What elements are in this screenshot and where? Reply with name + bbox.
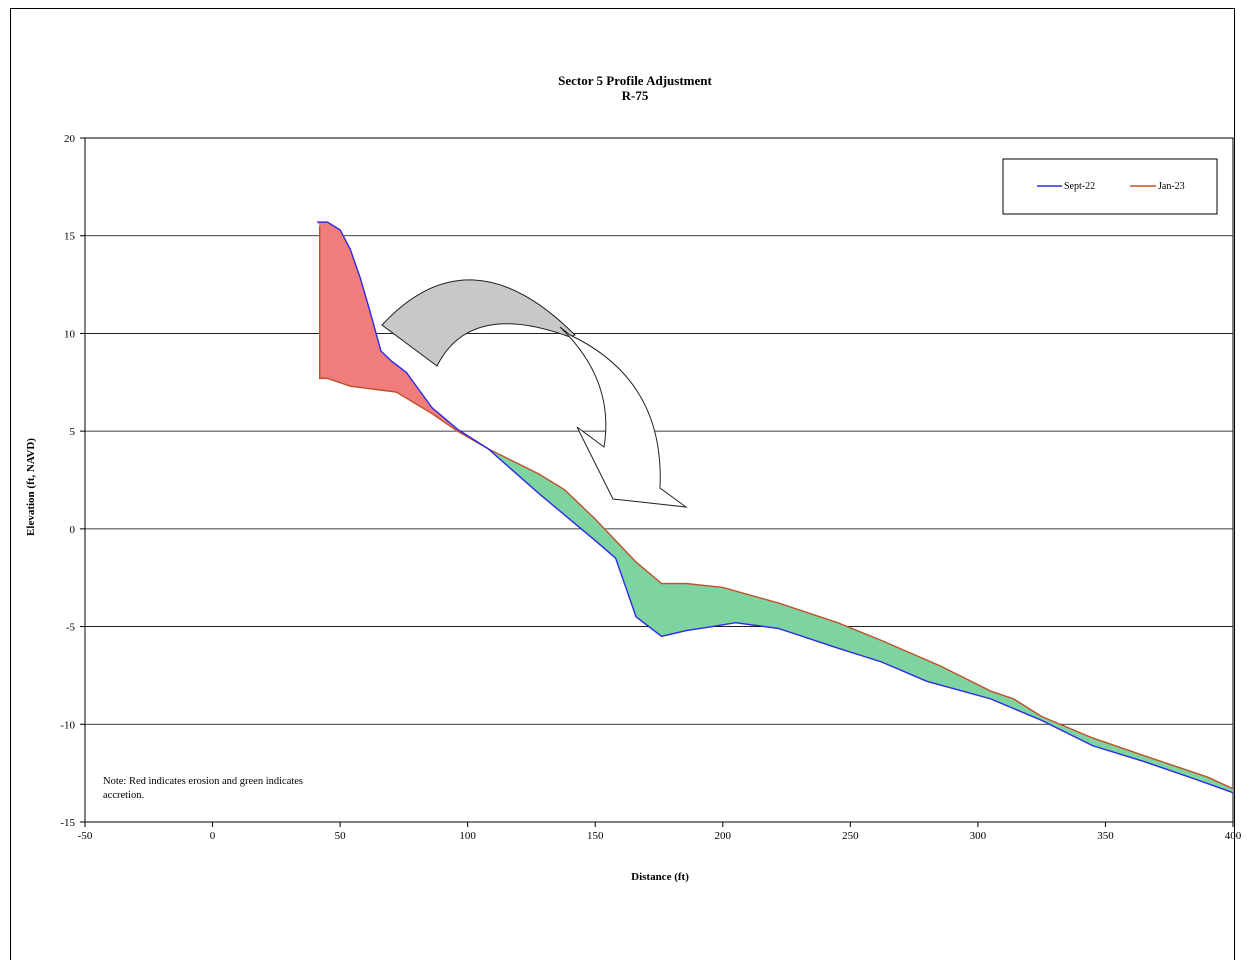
plot-area [84, 137, 1234, 823]
note-line-2: accretion. [103, 790, 144, 801]
series-lines [317, 221, 1234, 794]
accretion-area [488, 448, 1233, 793]
y-axis-label: Elevation (ft, NAVD) [25, 438, 37, 536]
chart-frame [10, 8, 1235, 960]
y-tick-label: 0 [70, 524, 76, 536]
legend-label-sept: Sept-22 [1064, 181, 1095, 192]
movement-arrows [381, 279, 688, 508]
legend-box [1002, 158, 1218, 215]
x-tick-label: 200 [715, 830, 732, 842]
x-tick-label: 300 [970, 830, 987, 842]
x-tick-label: 0 [210, 830, 216, 842]
x-tick-label: 50 [335, 830, 347, 842]
white-curved-arrow [559, 326, 688, 508]
y-tick-label: -5 [66, 622, 76, 634]
gray-curved-arrow [381, 279, 576, 367]
y-tick-label: -15 [60, 817, 75, 829]
note-line-1: Note: Red indicates erosion and green in… [103, 776, 303, 787]
grid-layer [84, 137, 1234, 823]
legend-label-jan: Jan-23 [1158, 181, 1185, 192]
y-tick-label: 5 [70, 426, 76, 438]
chart-subtitle: R-75 [622, 88, 649, 103]
x-tick-label: 150 [587, 830, 604, 842]
x-tick-label: 400 [1225, 830, 1242, 842]
series-line-jan-23 [319, 225, 1234, 790]
y-tick-label: 10 [64, 328, 76, 340]
y-tick-label: 15 [64, 231, 76, 243]
legend: Sept-22 Jan-23 [1002, 158, 1218, 215]
y-tick-label: -10 [60, 719, 75, 731]
y-tick-label: 20 [64, 133, 76, 145]
x-axis-label: Distance (ft) [631, 871, 689, 883]
x-tick-label: 250 [842, 830, 859, 842]
x-tick-label: 350 [1097, 830, 1114, 842]
series-line-sept-22 [317, 221, 1234, 794]
chart-title: Sector 5 Profile Adjustment [558, 73, 712, 88]
x-tick-label: -50 [78, 830, 93, 842]
x-tick-label: 100 [459, 830, 476, 842]
